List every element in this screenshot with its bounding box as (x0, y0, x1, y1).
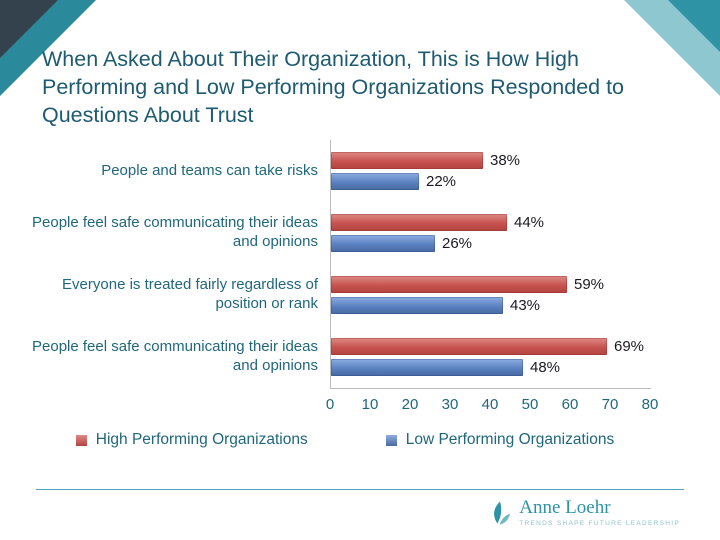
bar-value-label: 26% (442, 235, 473, 252)
axis-tick-label: 0 (325, 396, 335, 413)
axis-tick-label: 10 (361, 396, 379, 413)
bar-value-label: 69% (614, 338, 645, 355)
bar-high-performing (331, 338, 607, 355)
legend-swatch (385, 434, 397, 446)
bar-high-performing (331, 214, 507, 231)
legend-swatch (75, 434, 87, 446)
legend-label: Low Performing Organizations (405, 431, 615, 448)
bar-low-performing (331, 359, 523, 376)
x-axis: 0 10 20 30 40 50 60 70 80 (326, 389, 659, 415)
bar-group: 44% 26% (331, 202, 651, 264)
bar-value-label: 22% (426, 173, 457, 190)
brand-name: Anne Loehr (519, 497, 611, 518)
legend-label: High Performing Organizations (95, 431, 308, 448)
chart-legend: High Performing Organizations Low Perform… (28, 431, 662, 449)
bar-value-label: 38% (490, 152, 521, 169)
bar-value-label: 43% (510, 297, 541, 314)
axis-tick-label: 40 (481, 396, 499, 413)
page-title: When Asked About Their Organization, Thi… (42, 47, 625, 127)
legend-item: Low Performing Organizations (385, 431, 615, 449)
axis-tick-label: 80 (641, 396, 659, 413)
brand-logo: Anne Loehr TRENDS SHAPE FUTURE LEADERSHI… (489, 498, 680, 527)
axis-tick-label: 60 (561, 396, 579, 413)
bar-row: 38% (331, 152, 651, 169)
legend-item: High Performing Organizations (75, 431, 308, 449)
category-label: Everyone is treated fairly regardless of… (62, 276, 318, 312)
bar-row: 22% (331, 173, 651, 190)
category-labels: People and teams can take risks People fe… (28, 140, 330, 389)
bar-chart: People and teams can take risks People fe… (28, 140, 662, 449)
bar-high-performing (331, 276, 567, 293)
brand-tagline: TRENDS SHAPE FUTURE LEADERSHIP (519, 520, 680, 527)
corner-decoration-left (0, 0, 96, 96)
bar-value-label: 44% (514, 214, 545, 231)
bar-value-label: 48% (530, 359, 561, 376)
bar-value-label: 59% (574, 276, 605, 293)
axis-tick-label: 70 (601, 396, 619, 413)
bar-row: 69% (331, 338, 651, 355)
axis-tick-label: 30 (441, 396, 459, 413)
bar-row: 43% (331, 297, 651, 314)
bar-row: 44% (331, 214, 651, 231)
axis-tick-label: 50 (521, 396, 539, 413)
footer-divider (36, 489, 684, 490)
bar-row: 26% (331, 235, 651, 252)
bar-low-performing (331, 173, 419, 190)
axis-tick-label: 20 (401, 396, 419, 413)
bar-group: 69% 48% (331, 326, 651, 388)
category-label: People feel safe communicating their ide… (32, 214, 318, 250)
bar-row: 48% (331, 359, 651, 376)
category-label: People feel safe communicating their ide… (32, 338, 318, 374)
bar-group: 38% 22% (331, 140, 651, 202)
plot-area: 38% 22% 44% 26% 59% 43% 69% 48% (330, 140, 651, 389)
category-label: People and teams can take risks (101, 161, 318, 179)
bar-group: 59% 43% (331, 264, 651, 326)
bar-low-performing (331, 297, 503, 314)
corner-decoration-right (624, 0, 720, 96)
bar-low-performing (331, 235, 435, 252)
leaf-icon (494, 501, 511, 525)
bar-high-performing (331, 152, 483, 169)
bar-row: 59% (331, 276, 651, 293)
